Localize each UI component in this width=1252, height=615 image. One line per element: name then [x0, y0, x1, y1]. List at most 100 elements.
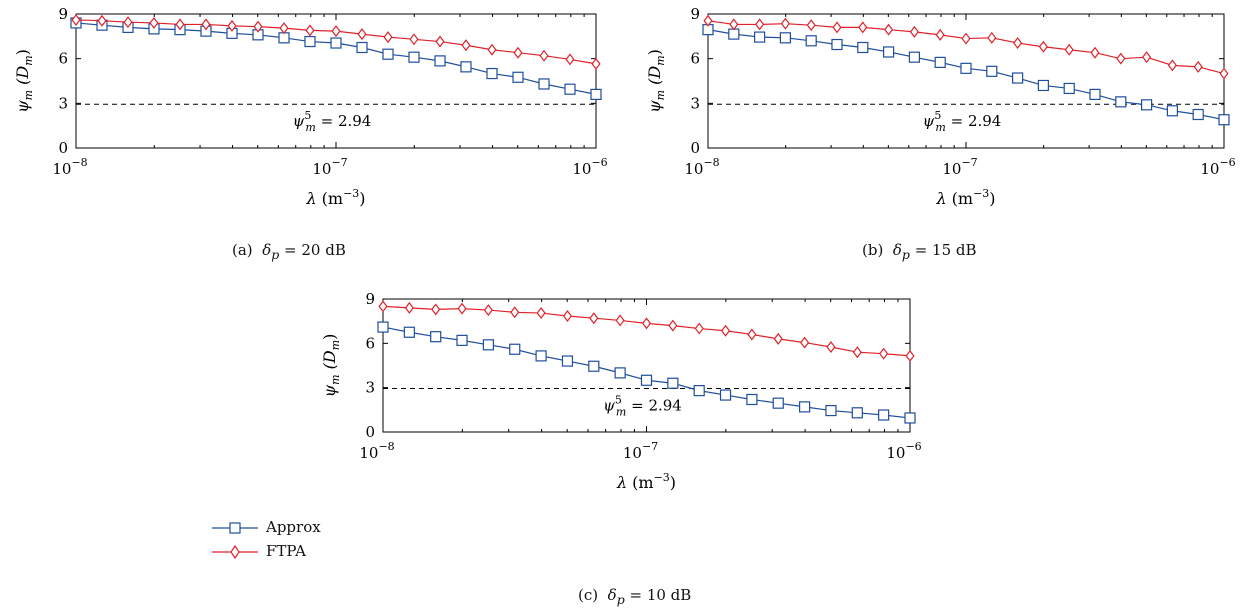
x-tick-base: 10: [684, 160, 703, 178]
x-tick-exponent: −8: [378, 440, 394, 453]
threshold-value: = 2.94: [316, 112, 372, 130]
data-point-approx: [1115, 96, 1127, 108]
data-point-ftpa: [773, 332, 783, 345]
y-axis-label: ψm (Dm): [645, 49, 667, 113]
y-label-sub: m: [329, 374, 342, 384]
data-point-ftpa: [357, 28, 367, 41]
y-label-arg: (D: [645, 66, 664, 90]
data-point-ftpa: [987, 31, 997, 44]
data-point-ftpa: [305, 24, 315, 37]
data-point-ftpa: [1193, 60, 1203, 73]
data-point-approx: [772, 397, 784, 409]
x-label-exp: −3: [343, 187, 359, 200]
threshold-label: ψ5 m = 2.94: [603, 394, 682, 419]
data-point-approx: [883, 46, 895, 58]
data-point-ftpa: [694, 322, 704, 335]
threshold-sup: 5: [615, 394, 622, 407]
data-point-ftpa: [71, 13, 81, 26]
x-label-unit: (m: [317, 189, 344, 208]
data-point-ftpa: [1090, 46, 1100, 59]
data-point-approx: [934, 56, 946, 68]
x-label-unit: (m: [947, 189, 974, 208]
y-tick-label: 0: [690, 139, 700, 157]
data-point-ftpa: [589, 312, 599, 325]
threshold-symbol: ψ: [923, 112, 935, 130]
y-label-symbol: ψ: [13, 100, 32, 113]
threshold-symbol: ψ: [293, 112, 305, 130]
x-tick-exponent: −7: [642, 440, 658, 453]
data-point-ftpa: [1116, 52, 1126, 65]
data-point-approx: [667, 377, 679, 389]
y-tick-label: 0: [58, 139, 68, 157]
x-tick-base: 10: [942, 160, 961, 178]
data-point-approx: [377, 321, 389, 333]
x-tick-exponent: −6: [1219, 156, 1235, 169]
data-point-ftpa: [201, 18, 211, 31]
data-point-approx: [561, 355, 574, 367]
data-point-approx: [535, 350, 547, 362]
series-ftpa: [71, 13, 601, 70]
data-point-approx: [798, 401, 811, 413]
x-label-unit: (m: [627, 473, 654, 492]
data-point-approx: [460, 61, 472, 73]
data-point-ftpa: [1219, 67, 1229, 80]
data-point-approx: [538, 78, 550, 90]
data-point-approx: [434, 55, 446, 67]
data-point-approx: [382, 48, 394, 60]
data-point-approx: [564, 83, 576, 95]
caption-sub: p: [271, 247, 280, 262]
caption-sub: p: [901, 247, 910, 262]
data-point-approx: [512, 71, 524, 83]
data-point-approx: [408, 51, 420, 63]
data-point-approx: [986, 65, 998, 77]
x-tick-base: 10: [572, 160, 591, 178]
y-tick-label: 6: [58, 50, 68, 68]
data-point-ftpa: [513, 46, 523, 59]
x-tick-base: 10: [623, 444, 642, 462]
data-point-approx: [509, 343, 521, 355]
data-point-ftpa: [935, 28, 945, 41]
y-label-close: ): [13, 49, 32, 55]
data-point-ftpa: [961, 32, 971, 45]
y-label-symbol: ψ: [645, 100, 664, 113]
data-point-approx: [728, 28, 740, 40]
data-point-approx: [825, 404, 837, 417]
data-point-ftpa: [457, 302, 467, 315]
x-tick-label: 10−6: [886, 440, 921, 462]
data-point-ftpa: [806, 19, 816, 32]
y-tick-label: 6: [690, 50, 700, 68]
x-label-symbol: λ: [305, 189, 316, 208]
x-tick-base: 10: [52, 160, 71, 178]
caption-prefix: (c): [578, 586, 599, 604]
y-tick-label: 3: [58, 94, 68, 112]
data-point-ftpa: [1167, 59, 1177, 72]
data-point-approx: [1141, 99, 1153, 111]
x-tick-label: 10−6: [572, 156, 607, 178]
caption-panel-a: (a) δp = 20 dB: [232, 241, 346, 262]
data-point-ftpa: [832, 21, 842, 34]
y-label-sub: m: [654, 90, 667, 100]
data-point-approx: [588, 360, 600, 372]
data-point-ftpa: [565, 53, 575, 66]
data-point-ftpa: [431, 303, 441, 316]
caption-panel-c: (c) δp = 10 dB: [578, 586, 691, 607]
threshold-sub: m: [935, 121, 945, 134]
y-label-sub: m: [22, 90, 35, 100]
data-point-approx: [1192, 108, 1204, 121]
x-tick-exponent: −8: [71, 156, 87, 169]
data-point-approx: [851, 407, 863, 419]
data-point-ftpa: [1038, 40, 1048, 53]
data-point-ftpa: [175, 18, 185, 31]
data-point-ftpa: [383, 31, 393, 44]
data-point-ftpa: [123, 16, 133, 29]
x-tick-exponent: −8: [703, 156, 719, 169]
x-tick-base: 10: [1200, 160, 1219, 178]
series-ftpa: [378, 300, 915, 362]
data-point-ftpa: [879, 347, 889, 360]
data-point-approx: [719, 389, 732, 401]
y-tick-label: 6: [365, 334, 375, 352]
data-point-approx: [779, 32, 791, 44]
y-label-arg-sub: m: [654, 55, 667, 65]
y-label-symbol: ψ: [320, 384, 339, 397]
data-point-approx: [746, 393, 758, 406]
